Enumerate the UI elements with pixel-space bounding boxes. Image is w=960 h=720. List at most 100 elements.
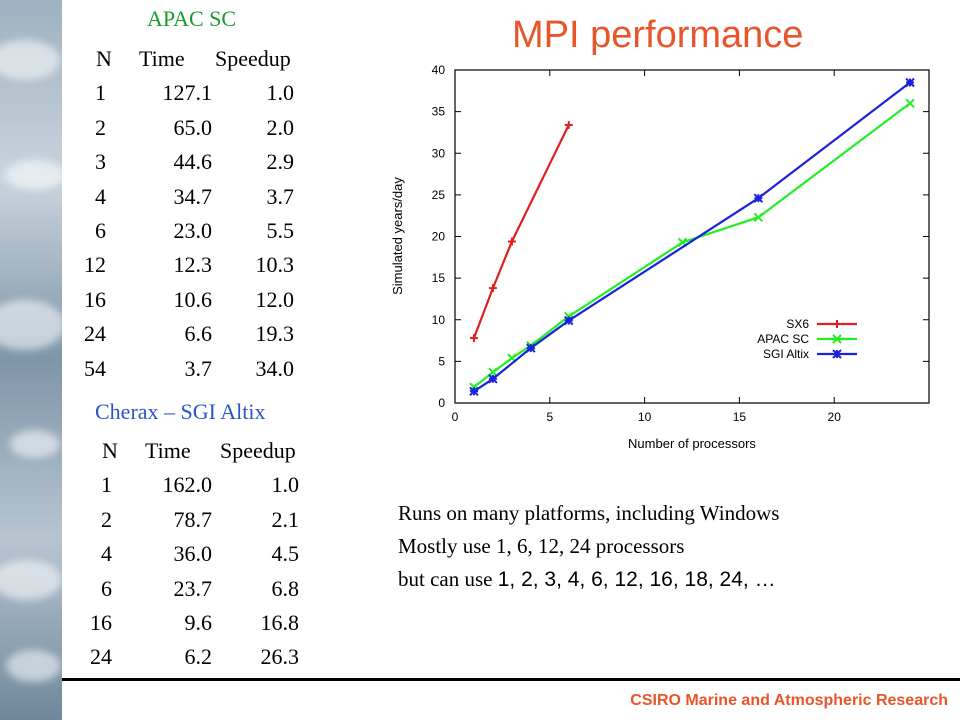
notes-line-1: Runs on many platforms, including Window… — [398, 501, 780, 525]
slide-title: MPI performance — [512, 14, 804, 56]
legend-marker-sgi-altix — [832, 349, 842, 359]
altix-row: 1 162.0 1.0 — [72, 468, 332, 502]
apac-cell-speedup: 12.0 — [255, 286, 295, 312]
apac-cell-time: 3.7 — [184, 355, 213, 381]
legend-marker-apac-sc — [832, 334, 842, 344]
y-tick-label: 5 — [438, 354, 445, 368]
altix-cell-n: 24 — [90, 644, 112, 670]
series-line-sx6 — [472, 124, 570, 339]
footer-text: CSIRO Marine and Atmospheric Research — [630, 692, 948, 709]
apac-row: 12 12.3 10.3 — [72, 248, 332, 282]
altix-cell-speedup: 16.8 — [260, 609, 300, 635]
y-tick-label: 15 — [432, 271, 446, 285]
altix-cell-speedup: 1.0 — [271, 472, 300, 498]
notes-line-2: Mostly use 1, 6, 12, 24 processors — [398, 534, 685, 558]
apac-cell-speedup: 5.5 — [266, 217, 295, 243]
apac-row: 16 10.6 12.0 — [72, 283, 332, 317]
apac-cell-speedup: 19.3 — [255, 321, 295, 347]
altix-cell-n: 4 — [101, 541, 112, 567]
altix-cell-speedup: 6.8 — [271, 575, 300, 601]
data-point-sgi-altix — [905, 77, 915, 88]
x-axis-label: Number of processors — [628, 436, 756, 451]
y-tick-label: 25 — [432, 188, 446, 202]
altix-cell-time: 9.6 — [184, 609, 213, 635]
apac-row: 6 23.0 5.5 — [72, 214, 332, 248]
data-point-sx6 — [507, 237, 516, 246]
apac-row: 2 65.0 2.0 — [72, 111, 332, 145]
apac-header-speedup: Speedup — [215, 46, 291, 71]
data-point-sx6 — [469, 334, 478, 343]
altix-table-caption: Cherax – SGI Altix — [95, 399, 266, 424]
altix-table: N Time Speedup 1 162.0 1.0 2 78.7 2.1 4 36.0 4.5… — [72, 434, 332, 675]
y-tick-label: 20 — [432, 230, 446, 244]
legend-label-sx6: SX6 — [786, 317, 809, 331]
data-point-sgi-altix — [526, 343, 536, 353]
altix-row: 16 9.6 16.8 — [72, 606, 332, 640]
altix-row: 2 78.7 2.1 — [72, 503, 332, 537]
notes-line-3-prefix: but can use — [398, 567, 498, 591]
apac-cell-n: 2 — [95, 114, 106, 140]
apac-cell-speedup: 2.0 — [266, 114, 295, 140]
sky-background-strip — [0, 0, 62, 720]
altix-table-header: N Time Speedup — [72, 434, 332, 468]
apac-cell-speedup: 3.7 — [266, 183, 295, 209]
series-line-apac-sc — [473, 102, 911, 389]
apac-cell-time: 44.6 — [173, 149, 213, 175]
apac-table-caption: APAC SC — [147, 6, 237, 31]
altix-header-n: N — [102, 438, 118, 463]
x-tick-label: 0 — [452, 410, 459, 424]
apac-cell-n: 16 — [84, 286, 106, 312]
apac-cell-speedup: 34.0 — [255, 355, 295, 381]
apac-cell-time: 65.0 — [173, 114, 213, 140]
apac-cell-time: 6.6 — [184, 321, 213, 347]
y-tick-label: 35 — [432, 105, 446, 119]
apac-row: 24 6.6 19.3 — [72, 317, 332, 351]
altix-cell-n: 2 — [101, 506, 112, 532]
data-point-sx6 — [564, 120, 573, 129]
apac-header-n: N — [96, 46, 112, 71]
y-tick-label: 40 — [432, 63, 446, 77]
data-point-sgi-altix — [469, 386, 479, 397]
y-tick-label: 30 — [432, 146, 446, 160]
altix-header-time: Time — [145, 438, 191, 463]
altix-cell-speedup: 2.1 — [271, 506, 300, 532]
apac-cell-speedup: 2.9 — [266, 149, 295, 175]
altix-cell-time: 36.0 — [173, 541, 213, 567]
altix-cell-speedup: 26.3 — [260, 644, 300, 670]
altix-row: 4 36.0 4.5 — [72, 537, 332, 571]
performance-chart: 0 5 10 15 20 0 5 10 15 20 25 30 35 40 Number of proce… — [390, 63, 930, 451]
footer-rule — [62, 678, 960, 681]
data-point-sx6 — [488, 284, 497, 293]
altix-row: 6 23.7 6.8 — [72, 572, 332, 606]
series-line-sgi-altix — [473, 81, 911, 393]
apac-cell-n: 4 — [95, 183, 106, 209]
apac-cell-speedup: 1.0 — [266, 80, 295, 106]
apac-cell-time: 10.6 — [173, 286, 213, 312]
altix-cell-speedup: 4.5 — [271, 541, 300, 567]
apac-cell-n: 12 — [84, 252, 106, 278]
apac-header-time: Time — [139, 46, 185, 71]
apac-table: N Time Speedup 1 127.1 1.0 2 65.0 2.0 3 44.6 2.9… — [72, 42, 332, 386]
altix-cell-time: 23.7 — [173, 575, 213, 601]
altix-cell-n: 1 — [101, 472, 112, 498]
x-tick-label: 20 — [828, 410, 842, 424]
notes: Runs on many platforms, including Window… — [398, 497, 779, 596]
altix-cell-time: 78.7 — [173, 506, 213, 532]
apac-cell-speedup: 10.3 — [255, 252, 295, 278]
y-tick-label: 10 — [432, 313, 446, 327]
apac-row: 54 3.7 34.0 — [72, 352, 332, 386]
notes-line-3: but can use 1, 2, 3, 4, 6, 12, 16, 18, 2… — [398, 563, 779, 596]
y-axis-label: Simulated years/day — [390, 177, 405, 295]
apac-cell-time: 23.0 — [173, 217, 213, 243]
altix-cell-n: 6 — [101, 575, 112, 601]
apac-table-header: N Time Speedup — [72, 42, 332, 76]
apac-cell-time: 34.7 — [173, 183, 213, 209]
y-tick-label: 0 — [438, 396, 445, 410]
apac-cell-n: 54 — [84, 355, 106, 381]
legend-label-sgi-altix: SGI Altix — [763, 347, 809, 361]
altix-cell-n: 16 — [90, 609, 112, 635]
data-point-sgi-altix — [564, 315, 574, 326]
data-point-apac-sc — [753, 212, 764, 223]
data-point-sgi-altix — [753, 193, 764, 203]
